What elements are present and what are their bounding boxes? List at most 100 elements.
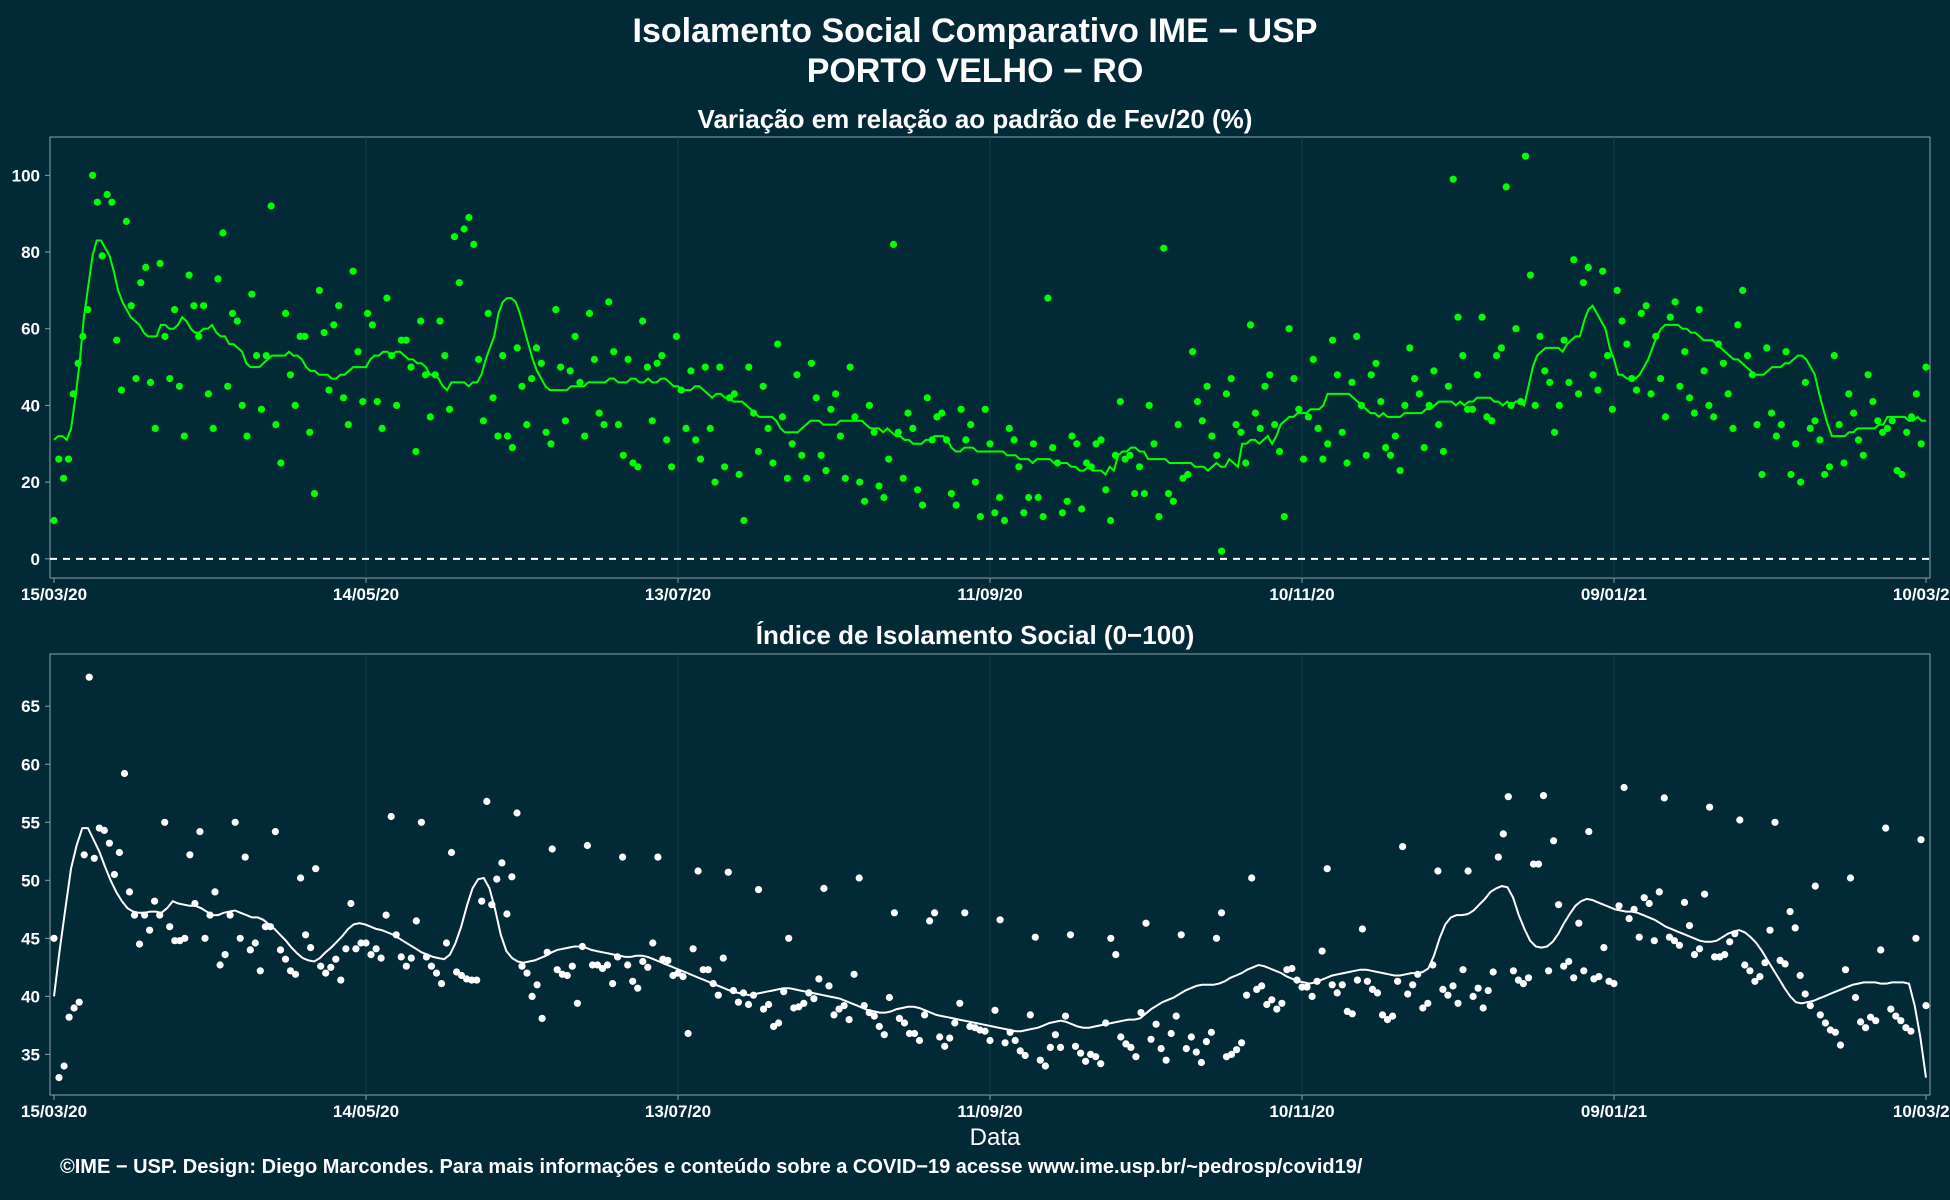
data-point	[248, 290, 256, 298]
data-point	[1657, 375, 1665, 383]
data-point	[967, 421, 975, 429]
data-point	[1841, 966, 1850, 974]
data-point	[105, 839, 113, 847]
data-point	[926, 917, 934, 925]
data-point	[744, 1000, 753, 1009]
data-point	[1489, 968, 1497, 976]
data-point	[1333, 989, 1341, 997]
data-point	[981, 1027, 989, 1035]
data-point	[795, 1003, 803, 1011]
y-tick-label: 60	[21, 320, 40, 339]
data-point	[302, 931, 310, 939]
data-point	[1816, 436, 1824, 444]
data-point	[730, 390, 738, 398]
data-point	[735, 470, 743, 479]
x-tick-label: 14/05/20	[333, 1102, 399, 1121]
data-point	[1850, 409, 1858, 417]
data-point	[1039, 513, 1047, 521]
data-point	[537, 359, 545, 367]
data-point	[211, 888, 219, 896]
data-point	[851, 413, 859, 421]
data-point	[1872, 1017, 1880, 1025]
data-point	[55, 1074, 63, 1082]
data-point	[1435, 421, 1443, 429]
data-point	[115, 848, 123, 857]
data-point	[79, 332, 87, 340]
data-point	[1145, 401, 1153, 409]
data-point	[357, 939, 365, 947]
x-tick-label: 10/03/21	[1893, 585, 1950, 604]
data-point	[716, 363, 724, 371]
data-point	[1061, 1012, 1070, 1020]
data-point	[870, 1012, 878, 1020]
data-point	[383, 294, 391, 302]
data-point	[1821, 1019, 1829, 1027]
data-point	[146, 926, 154, 934]
data-point	[339, 394, 348, 402]
data-point	[889, 240, 898, 248]
data-point	[1507, 401, 1515, 409]
data-point	[1029, 440, 1037, 448]
data-point	[60, 1062, 68, 1070]
data-point	[649, 939, 657, 947]
data-point	[1801, 378, 1809, 386]
data-point	[835, 1005, 843, 1013]
data-point	[644, 963, 652, 971]
data-point	[571, 332, 579, 340]
data-point	[1329, 336, 1337, 344]
data-point	[1635, 933, 1643, 941]
data-point	[310, 490, 319, 498]
data-point	[195, 332, 203, 340]
x-tick-label: 11/09/20	[957, 585, 1022, 604]
data-point	[1131, 490, 1139, 498]
data-point	[1570, 256, 1578, 264]
data-point	[327, 963, 335, 971]
data-point	[692, 436, 700, 444]
data-point	[788, 440, 796, 448]
data-point	[1248, 874, 1256, 882]
data-point	[1874, 417, 1882, 425]
data-point	[1358, 925, 1366, 933]
data-point	[815, 975, 823, 983]
data-point	[1729, 424, 1737, 432]
data-point	[1857, 1018, 1865, 1026]
data-point	[1686, 394, 1694, 402]
data-point	[1187, 1033, 1195, 1041]
data-point	[1701, 890, 1709, 898]
data-point	[1580, 967, 1588, 975]
data-point	[137, 279, 145, 287]
data-point	[961, 909, 969, 917]
data-point	[388, 352, 396, 360]
data-point	[1917, 440, 1925, 448]
data-point	[277, 459, 285, 467]
data-point	[291, 970, 300, 978]
data-point	[362, 939, 370, 947]
data-point	[739, 989, 748, 997]
data-point	[1132, 1053, 1140, 1061]
data-point	[282, 309, 290, 317]
data-point	[1107, 516, 1115, 525]
data-point	[442, 939, 451, 947]
data-point	[552, 306, 560, 314]
data-point	[1107, 934, 1115, 942]
data-point	[971, 478, 980, 486]
data-point	[1006, 1028, 1014, 1036]
data-point	[1127, 1043, 1135, 1051]
data-point	[1771, 818, 1779, 826]
data-point	[928, 436, 936, 444]
y-tick-label: 45	[21, 929, 40, 948]
data-point	[441, 352, 449, 360]
data-point	[986, 1036, 994, 1045]
data-point	[1756, 973, 1764, 981]
data-point	[962, 436, 970, 444]
data-point	[368, 321, 376, 329]
data-point	[933, 413, 941, 421]
data-point	[1429, 961, 1437, 969]
data-point	[1246, 321, 1255, 329]
data-point	[714, 991, 722, 999]
data-point	[769, 459, 777, 467]
data-point	[1625, 915, 1633, 923]
data-point	[841, 474, 849, 482]
data-point	[1660, 794, 1668, 802]
